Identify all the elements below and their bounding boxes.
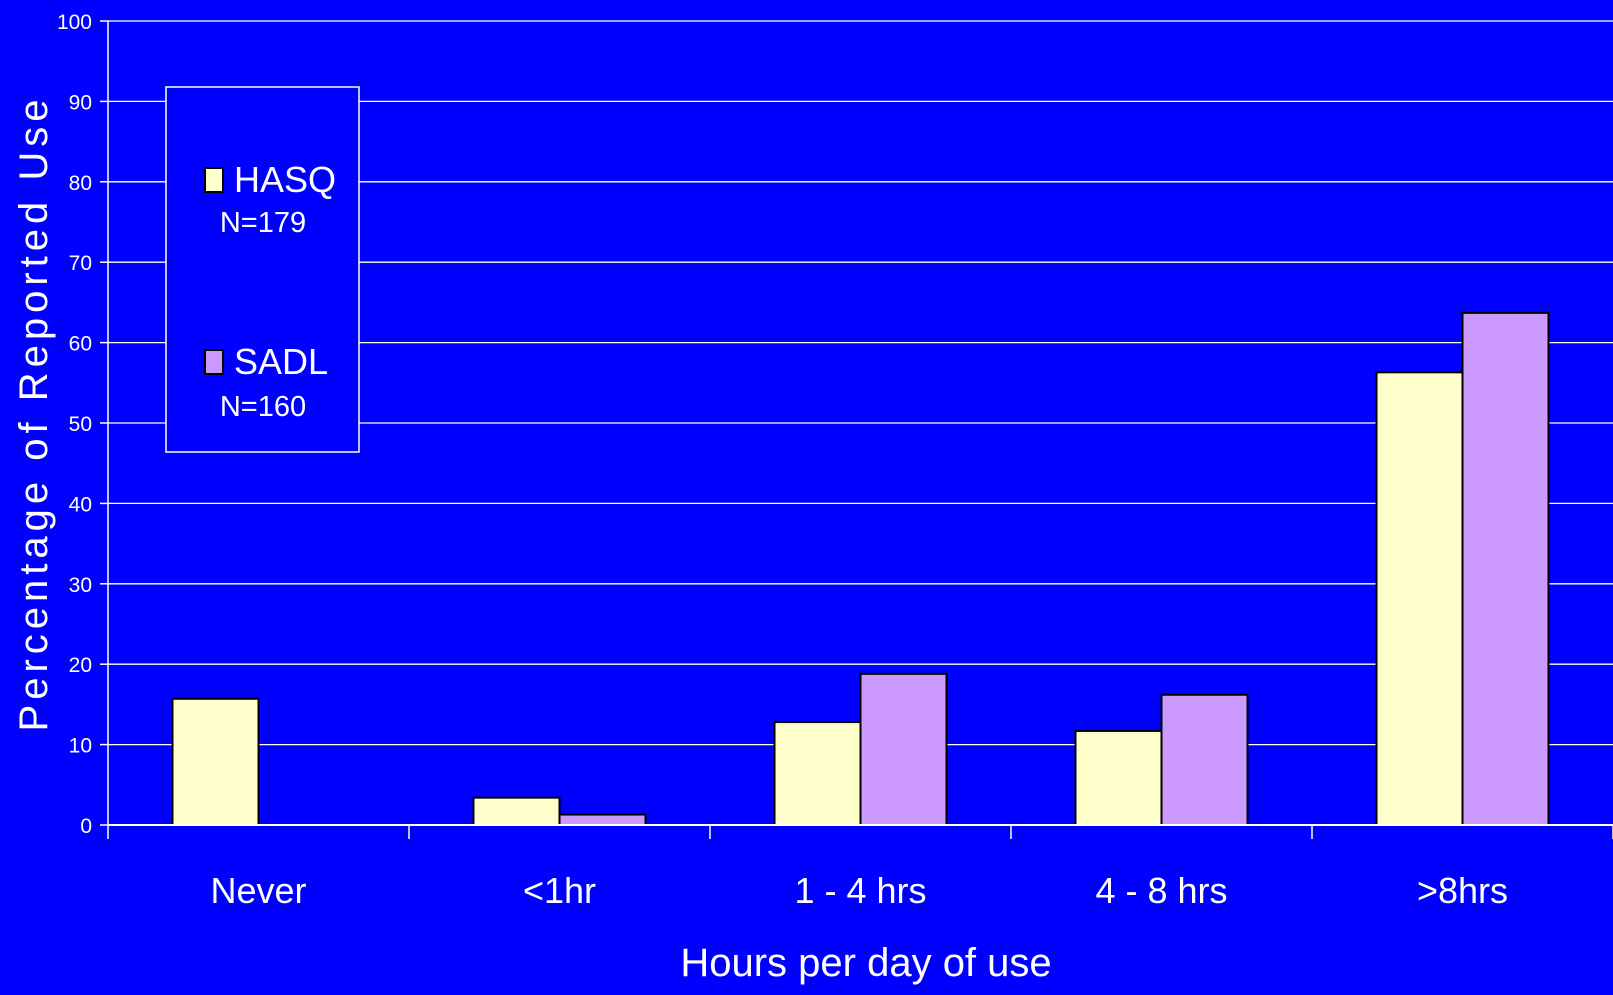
legend-sample-sadl: N=160 (220, 391, 306, 423)
x-tick-label: Never (210, 870, 306, 911)
axes (107, 21, 1613, 826)
bar-hasq-4 (1375, 371, 1464, 826)
bar-sadl-2 (859, 672, 948, 827)
y-tick-label: 30 (69, 574, 92, 597)
x-tick-label: 1 - 4 hrs (794, 870, 926, 911)
legend-swatch-hasq (204, 167, 224, 193)
y-tick-label: 70 (69, 252, 92, 275)
y-tick-label: 80 (69, 172, 92, 195)
legend-label-sadl: SADL (234, 341, 328, 382)
x-tick-label: <1hr (523, 870, 596, 911)
y-tick-label: 0 (80, 815, 92, 838)
legend-label-hasq: HASQ (234, 159, 336, 200)
y-tick-label: 60 (69, 333, 92, 356)
legend-sample-hasq: N=179 (220, 207, 306, 239)
x-tick-label: >8hrs (1417, 870, 1508, 911)
bar-sadl-3 (1160, 693, 1249, 827)
bar-hasq-3 (1074, 729, 1163, 827)
bars (171, 311, 1550, 827)
y-tick-label: 40 (69, 493, 92, 516)
y-tick-label: 100 (57, 11, 92, 34)
y-axis-ticks: 0 10 20 30 40 50 60 70 80 90 100 (57, 11, 108, 838)
y-tick-label: 50 (69, 413, 92, 436)
x-axis-label: Hours per day of use (680, 941, 1051, 985)
y-axis-label: Percentage of Reported Use (12, 95, 56, 732)
x-tick-label: 4 - 8 hrs (1095, 870, 1227, 911)
y-tick-label: 20 (69, 654, 92, 677)
y-tick-label: 10 (69, 735, 92, 758)
legend-box (165, 86, 360, 453)
x-axis-ticks: Never <1hr 1 - 4 hrs 4 - 8 hrs >8hrs (107, 825, 1613, 911)
bar-sadl-1 (558, 813, 647, 826)
bar-hasq-0 (171, 697, 260, 826)
y-tick-label: 90 (69, 91, 92, 114)
bar-hasq-2 (773, 721, 862, 827)
legend: HASQ N=179 SADL N=160 (165, 86, 360, 453)
legend-swatch-sadl (204, 349, 224, 375)
bar-hasq-1 (472, 796, 561, 827)
bar-sadl-4 (1461, 311, 1550, 826)
